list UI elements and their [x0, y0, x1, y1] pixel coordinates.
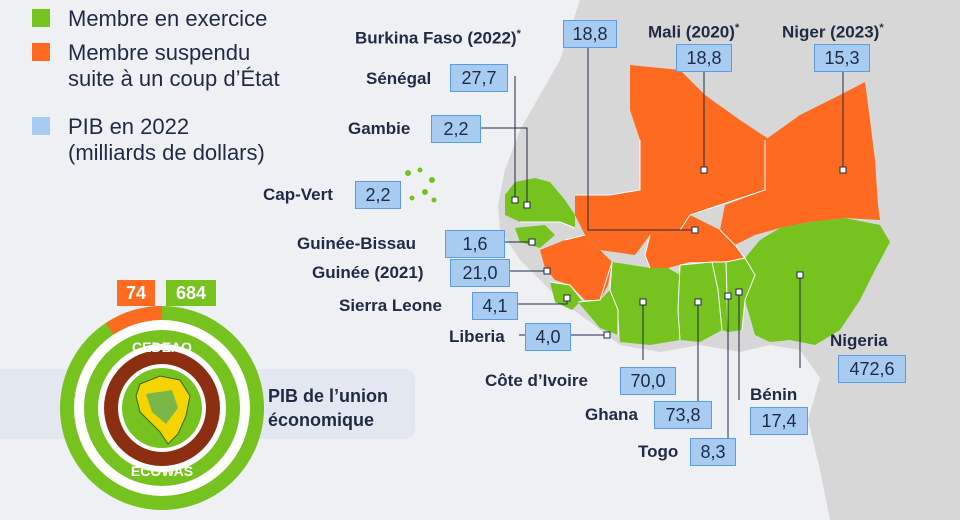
- legend-suspended-label: Membre suspendu suite à un coup d’État: [68, 40, 280, 91]
- country-borders: [520, 140, 766, 341]
- union-member-gdp: 684: [166, 280, 216, 306]
- label-cap-vert: Cap-Vert: [263, 185, 333, 204]
- logo-bottom-text: ECOWAS: [131, 463, 193, 479]
- value-sierra-leone: 4,1: [472, 292, 518, 320]
- value-guinee-bissau: 1,6: [445, 230, 505, 258]
- cap-vert-islands[interactable]: [405, 167, 437, 203]
- value-ghana: 73,8: [654, 401, 712, 429]
- value-liberia: 4,0: [525, 323, 571, 351]
- union-gdp-donut: CEDEAO ECOWAS: [60, 306, 264, 510]
- label-togo: Togo: [638, 442, 679, 461]
- country-burkina-faso[interactable]: [645, 215, 745, 268]
- legend-suspended: Membre suspendu suite à un coup d’État: [32, 40, 280, 92]
- value-senegal: 27,7: [450, 64, 508, 92]
- value-nigeria: 472,6: [838, 355, 906, 383]
- legend-gdp-label: PIB en 2022 (milliards de dollars): [68, 114, 265, 165]
- label-mali: Mali (2020)*: [648, 22, 740, 42]
- label-gambie: Gambie: [348, 119, 411, 138]
- leader-markers: [511, 166, 847, 339]
- label-liberia: Liberia: [449, 327, 505, 346]
- country-mali[interactable]: [575, 65, 770, 255]
- country-senegal[interactable]: [505, 178, 575, 228]
- legend-member-label: Membre en exercice: [68, 6, 268, 31]
- value-mali: 18,8: [676, 44, 732, 72]
- label-niger: Niger (2023)*: [782, 22, 884, 42]
- country-guinee[interactable]: [540, 235, 612, 300]
- label-guinee-bissau: Guinée-Bissau: [297, 234, 417, 253]
- country-nigeria[interactable]: [745, 218, 890, 345]
- value-cote-divoire: 70,0: [620, 367, 676, 395]
- cedeao-logo: CEDEAO ECOWAS: [84, 330, 240, 486]
- label-cote-divoire: Côte d’Ivoire: [485, 371, 588, 390]
- union-gdp-label: PIB de l’union économique: [268, 386, 388, 430]
- value-cap-vert: 2,2: [355, 181, 401, 209]
- country-gambie[interactable]: [508, 208, 540, 216]
- legend-swatch-gdp: [32, 117, 50, 135]
- label-burkina-faso: Burkina Faso (2022)*: [355, 28, 521, 48]
- label-sierra-leone: Sierra Leone: [339, 296, 442, 315]
- value-benin: 17,4: [750, 407, 808, 435]
- value-niger: 15,3: [814, 44, 870, 72]
- country-niger[interactable]: [720, 82, 880, 245]
- legend-swatch-suspended: [32, 43, 50, 61]
- label-senegal: Sénégal: [366, 69, 432, 88]
- label-guinee: Guinée (2021): [312, 263, 424, 282]
- leader-lines: [480, 44, 844, 450]
- union-suspended-gdp: 74: [117, 280, 155, 306]
- legend-gdp: PIB en 2022 (milliards de dollars): [32, 114, 265, 166]
- value-gambie: 2,2: [431, 115, 481, 143]
- value-guinee: 21,0: [450, 259, 510, 287]
- legend-swatch-member: [32, 9, 50, 27]
- legend-member: Membre en exercice: [32, 6, 267, 32]
- value-burkina-faso: 18,8: [563, 20, 617, 48]
- label-benin: Bénin: [750, 385, 798, 404]
- label-ghana: Ghana: [585, 405, 638, 424]
- logo-top-text: CEDEAO: [132, 339, 192, 355]
- label-nigeria: Nigeria: [830, 331, 888, 350]
- value-togo: 8,3: [690, 438, 736, 466]
